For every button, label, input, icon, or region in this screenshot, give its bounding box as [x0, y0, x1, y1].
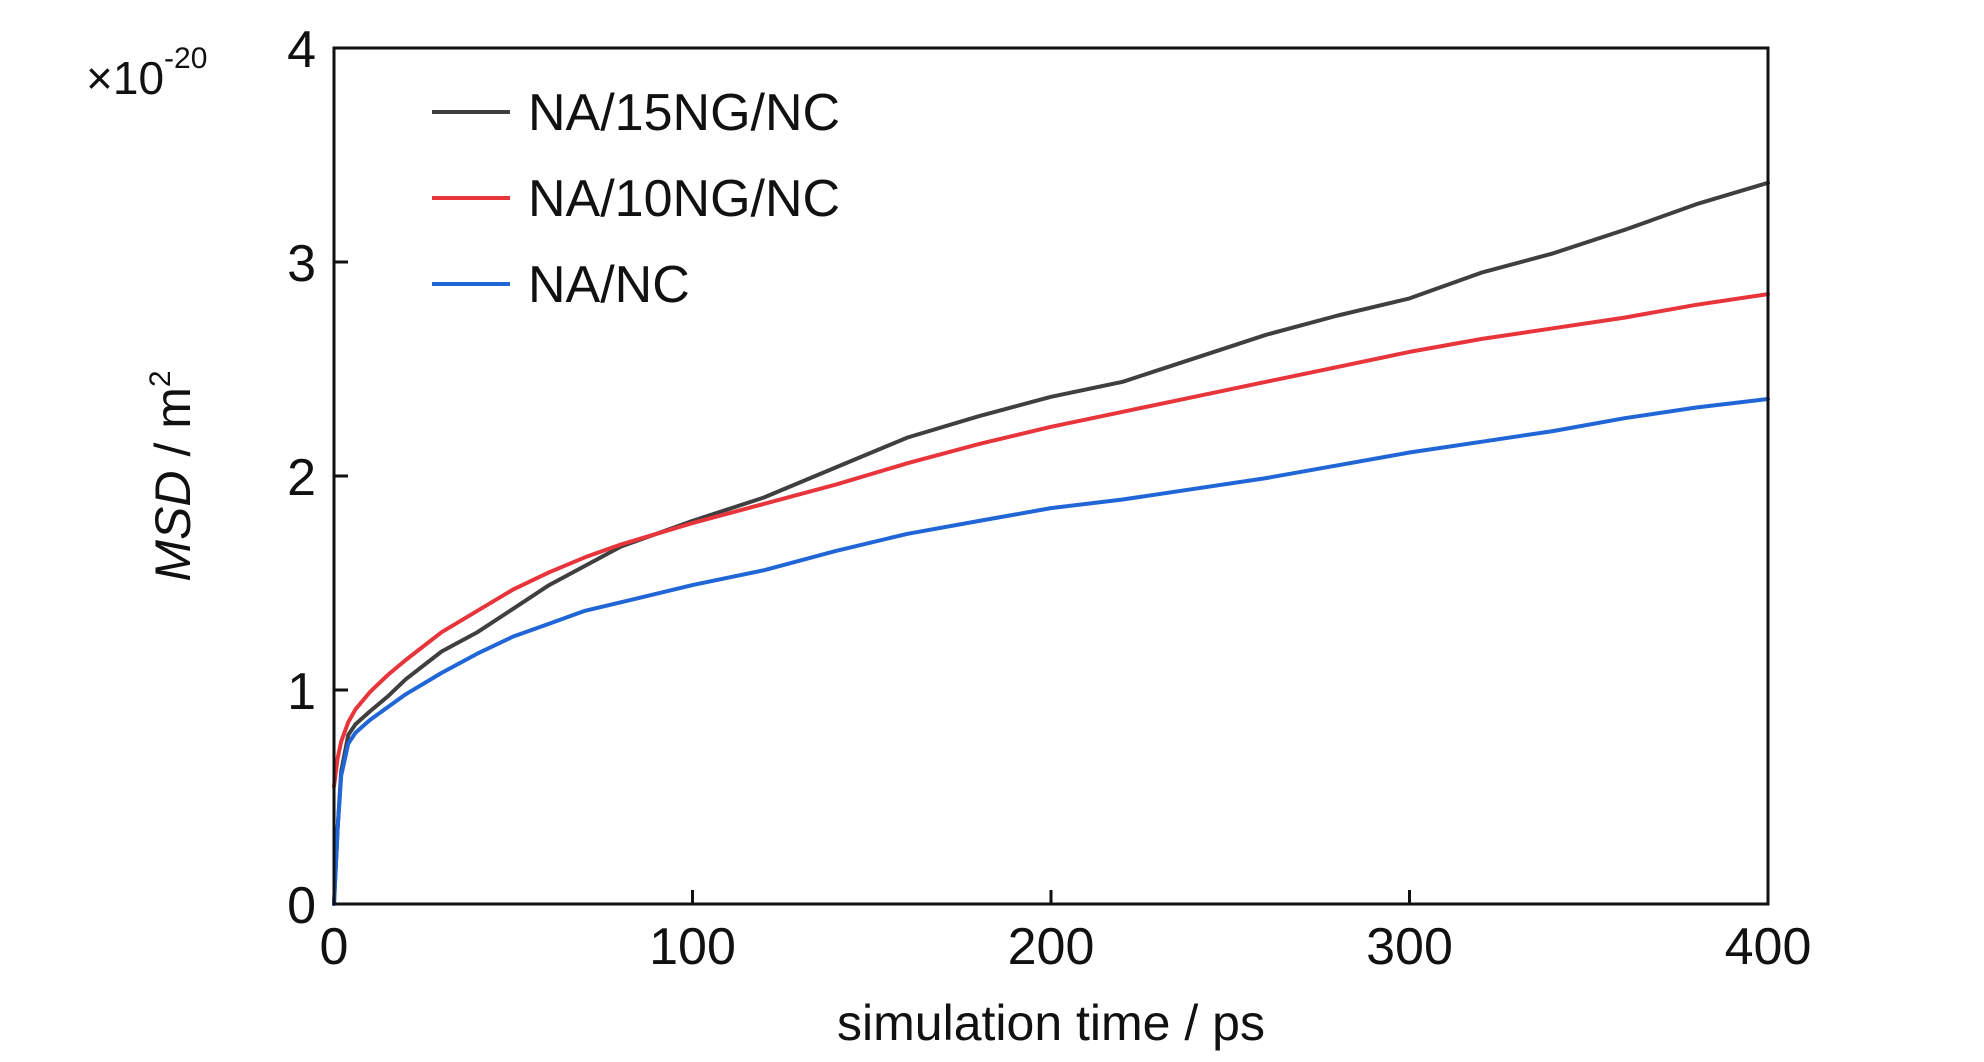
legend-label-0: NA/15NG/NC: [528, 84, 840, 142]
series-line-2: [332, 397, 1770, 906]
y-tick-label: 1: [287, 663, 316, 721]
y-axis-multiplier-exponent: -20: [164, 42, 207, 75]
x-tick-label: 300: [1366, 918, 1453, 976]
legend: NA/15NG/NC NA/10NG/NC NA/NC: [432, 84, 840, 314]
y-axis-multiplier-base: ×10: [86, 52, 164, 104]
y-tick-label: 2: [287, 449, 316, 507]
x-axis-label: simulation time / ps: [837, 995, 1265, 1051]
y-axis-label-unit-exponent: 2: [144, 370, 177, 387]
y-tick-label: 4: [287, 21, 316, 79]
y-tick-label: 3: [287, 235, 316, 293]
x-tick-label: 400: [1725, 918, 1812, 976]
legend-label-1: NA/10NG/NC: [528, 170, 840, 228]
x-tick-label: 100: [649, 918, 736, 976]
series-line-1: [332, 292, 1770, 789]
y-axis-label: MSD / m2: [144, 370, 201, 581]
y-axis-label-unit: / m: [145, 387, 201, 470]
legend-label-2: NA/NC: [528, 256, 690, 314]
y-axis: 0 1 2 3 4: [287, 21, 348, 935]
y-tick-label: 0: [287, 877, 316, 935]
x-axis: 0 100 200 300 400: [320, 890, 1812, 976]
series-layer: [332, 180, 1770, 906]
series-line-0: [332, 180, 1770, 906]
y-axis-multiplier: ×10-20: [86, 42, 207, 104]
x-tick-label: 200: [1008, 918, 1095, 976]
x-tick-label: 0: [320, 918, 349, 976]
y-axis-label-quantity: MSD: [145, 470, 201, 581]
